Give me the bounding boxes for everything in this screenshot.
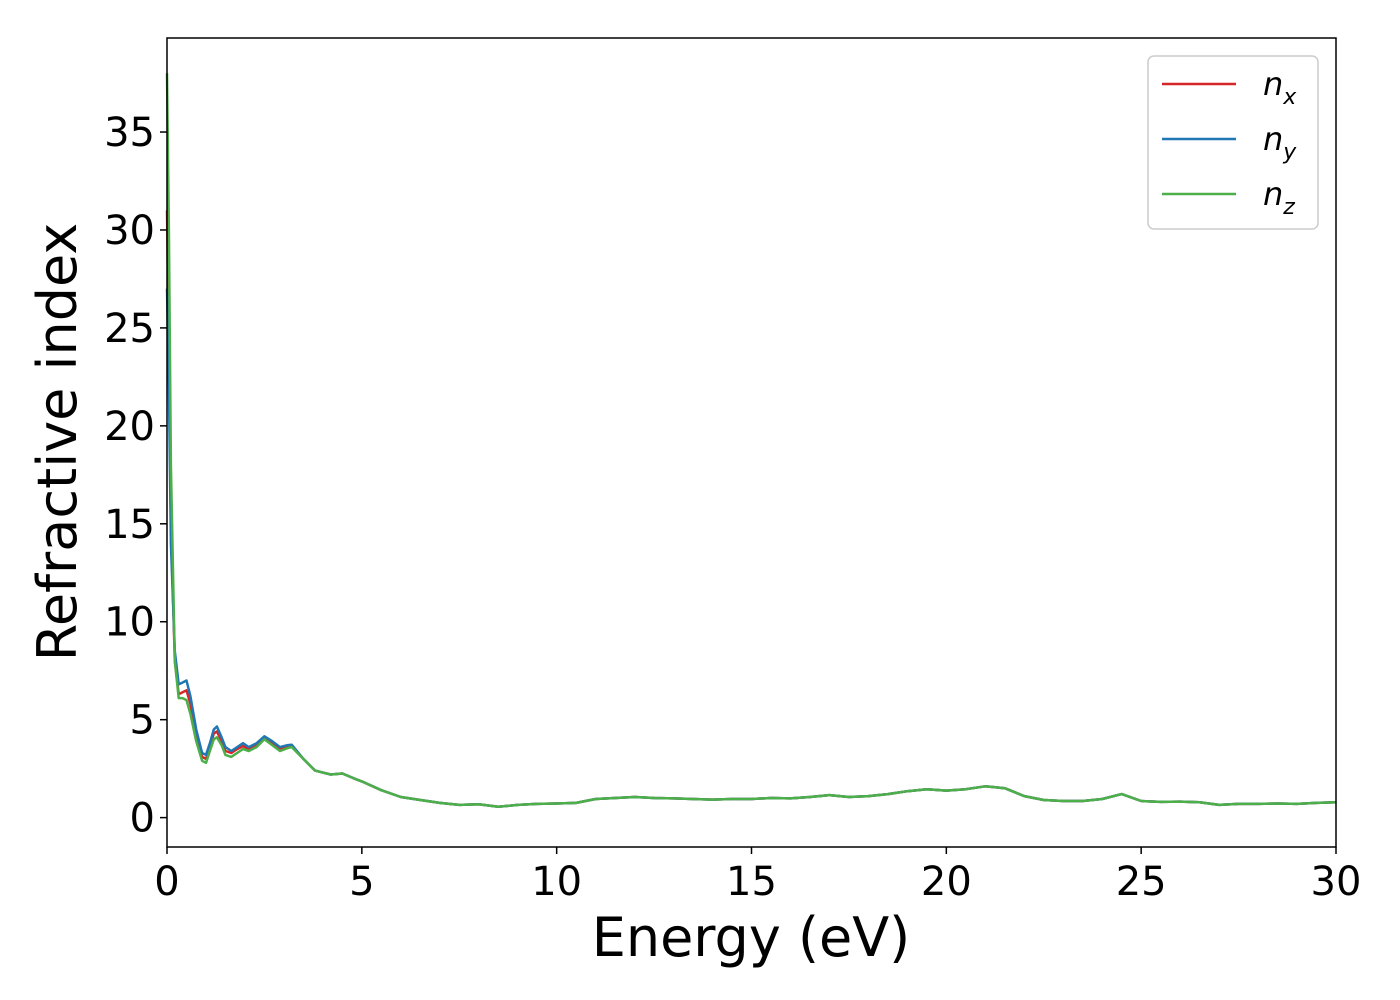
y-tick-label: 0 — [130, 796, 155, 842]
y-tick-label: 5 — [130, 698, 155, 744]
y-tick-label: 35 — [104, 110, 155, 156]
series-layer — [165, 73, 1337, 809]
x-tick-label: 25 — [1116, 859, 1167, 905]
x-tick-label: 5 — [349, 859, 374, 905]
series-line-ny — [165, 288, 1337, 809]
y-tick-label: 30 — [104, 208, 155, 254]
series-line-nz — [165, 73, 1337, 809]
x-tick-label: 0 — [154, 859, 179, 905]
y-tick-label: 15 — [104, 502, 155, 548]
series-line-nx — [165, 210, 1337, 809]
x-tick-label: 20 — [921, 859, 972, 905]
y-tick-label: 10 — [104, 600, 155, 646]
y-tick-label: 25 — [104, 306, 155, 352]
y-tick-label: 20 — [104, 404, 155, 450]
x-axis-ticks: 0 5 10 15 20 25 30 — [154, 847, 1361, 905]
x-axis-label: Energy (eV) — [592, 906, 911, 969]
x-tick-label: 10 — [531, 859, 582, 905]
legend-box — [1147, 55, 1319, 230]
y-axis-ticks: 0 5 10 15 20 25 30 35 — [104, 110, 167, 842]
x-tick-label: 15 — [726, 859, 777, 905]
y-axis-label: Refractive index — [26, 223, 89, 662]
x-tick-label: 30 — [1311, 859, 1362, 905]
